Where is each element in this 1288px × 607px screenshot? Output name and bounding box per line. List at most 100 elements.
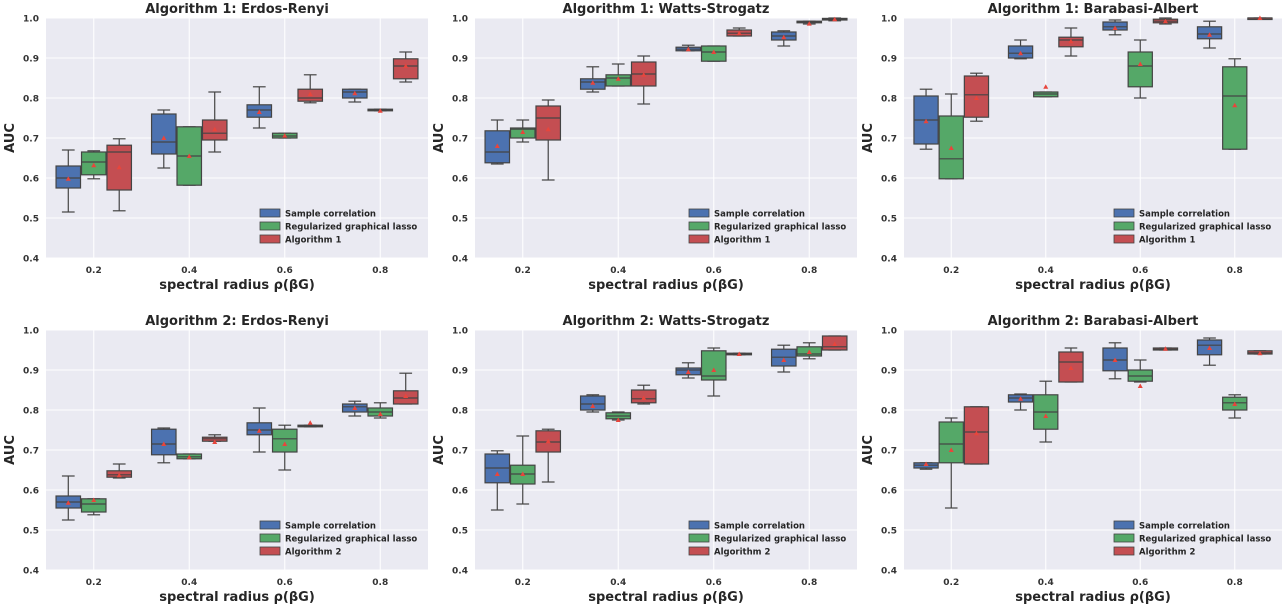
box-regularized-graphical-lasso-0.8 bbox=[1222, 58, 1248, 150]
y-tick-label: 0.5 bbox=[23, 527, 39, 537]
box-regularized-graphical-lasso-0.6 bbox=[700, 45, 727, 62]
y-tick-label: 0.4 bbox=[23, 255, 39, 265]
box-body bbox=[535, 105, 562, 141]
y-tick-label: 0.6 bbox=[881, 175, 897, 185]
legend-swatch bbox=[688, 520, 710, 530]
legend: Sample correlation Regularized graphical … bbox=[259, 208, 417, 246]
y-tick-label: 1.0 bbox=[452, 327, 468, 337]
mean-marker bbox=[256, 428, 262, 433]
subplot-5: 0.4 0.5 0.6 0.7 0.8 0.9 1.0 0.2 0.4 0.6 0.8 Algorit… bbox=[432, 314, 857, 605]
box-algorithm-1-0.8 bbox=[821, 16, 848, 22]
mean-marker bbox=[948, 447, 954, 452]
mean-marker bbox=[307, 91, 313, 96]
mean-marker bbox=[948, 145, 954, 150]
y-tick-label: 0.9 bbox=[452, 367, 468, 377]
box-regularized-graphical-lasso-0.4 bbox=[176, 126, 203, 186]
x-tick-label: 0.6 bbox=[706, 266, 722, 276]
box-regularized-graphical-lasso-0.4 bbox=[605, 63, 632, 87]
x-tick-label: 0.4 bbox=[181, 266, 197, 276]
x-tick-label: 0.6 bbox=[1132, 578, 1148, 588]
legend-swatch bbox=[1113, 546, 1135, 556]
box-body bbox=[938, 421, 964, 464]
legend-swatch bbox=[688, 208, 710, 218]
y-axis-label: AUC bbox=[432, 435, 447, 465]
box-body bbox=[1127, 51, 1153, 88]
legend: Sample correlation Regularized graphical … bbox=[688, 208, 846, 246]
mean-marker bbox=[403, 63, 409, 68]
box-regularized-graphical-lasso-0.4 bbox=[1033, 380, 1059, 443]
box-algorithm-2-0.6 bbox=[726, 351, 753, 356]
box-algorithm-1-0.8 bbox=[1247, 15, 1273, 21]
mean-marker bbox=[282, 441, 288, 446]
box-sample-correlation-0.8 bbox=[770, 344, 797, 373]
legend-label: Sample correlation bbox=[714, 210, 805, 220]
mean-marker bbox=[494, 471, 500, 476]
legend-swatch bbox=[688, 234, 710, 244]
y-tick-label: 0.9 bbox=[881, 55, 897, 65]
mean-marker bbox=[641, 72, 647, 77]
mean-marker bbox=[1257, 15, 1263, 20]
y-tick-label: 0.7 bbox=[23, 447, 39, 457]
box-algorithm-2-0.2 bbox=[535, 428, 562, 483]
box-regularized-graphical-lasso-0.8 bbox=[1222, 394, 1248, 419]
subplot-3: 0.4 0.5 0.6 0.7 0.8 0.9 1.0 0.2 0.4 0.6 0.8 Algorit… bbox=[861, 2, 1282, 293]
mean-marker bbox=[615, 417, 621, 422]
box-sample-correlation-0.6 bbox=[675, 44, 702, 52]
x-axis-label: spectral radius ρ(βG) bbox=[588, 590, 744, 605]
y-tick-label: 1.0 bbox=[452, 15, 468, 25]
y-tick-label: 0.8 bbox=[881, 407, 897, 417]
box-algorithm-1-0.4 bbox=[630, 55, 657, 105]
box-regularized-graphical-lasso-0.2 bbox=[938, 93, 964, 180]
y-tick-label: 0.5 bbox=[23, 215, 39, 225]
legend-label: Algorithm 2 bbox=[714, 548, 770, 558]
legend-label: Sample correlation bbox=[285, 210, 376, 220]
y-tick-label: 0.5 bbox=[881, 215, 897, 225]
mean-marker bbox=[403, 393, 409, 398]
box-sample-correlation-0.4 bbox=[1007, 39, 1034, 60]
mean-marker bbox=[377, 411, 383, 416]
box-regularized-graphical-lasso-0.8 bbox=[796, 20, 823, 26]
x-tick-label: 0.4 bbox=[181, 578, 197, 588]
subplot-title: Algorithm 2: Barabasi-Albert bbox=[988, 314, 1199, 329]
y-tick-label: 0.6 bbox=[881, 487, 897, 497]
x-tick-label: 0.8 bbox=[372, 578, 388, 588]
mean-marker bbox=[1232, 102, 1238, 108]
x-tick-label: 0.2 bbox=[515, 266, 531, 276]
y-tick-label: 0.7 bbox=[452, 447, 468, 457]
legend-label: Sample correlation bbox=[714, 522, 805, 532]
mean-marker bbox=[615, 76, 621, 81]
x-axis-label: spectral radius ρ(βG) bbox=[159, 278, 315, 293]
box-sample-correlation-0.4 bbox=[579, 394, 606, 413]
mean-marker bbox=[1112, 25, 1118, 30]
legend-swatch bbox=[688, 546, 710, 556]
box-sample-correlation-0.6 bbox=[1102, 19, 1128, 36]
mean-marker bbox=[91, 162, 97, 168]
y-tick-label: 1.0 bbox=[23, 15, 39, 25]
box-sample-correlation-0.6 bbox=[1102, 342, 1128, 380]
subplot-title: Algorithm 1: Barabasi-Albert bbox=[988, 2, 1199, 17]
legend-swatch bbox=[259, 546, 281, 556]
mean-marker bbox=[1162, 346, 1168, 351]
mean-marker bbox=[256, 109, 262, 114]
box-algorithm-1-0.8 bbox=[392, 51, 419, 83]
mean-marker bbox=[545, 126, 551, 132]
mean-marker bbox=[923, 118, 929, 124]
box-algorithm-2-0.6 bbox=[1152, 346, 1179, 351]
subplot-title: Algorithm 2: Erdos-Renyi bbox=[145, 314, 329, 329]
box-regularized-graphical-lasso-0.2 bbox=[938, 417, 964, 509]
legend-label: Regularized graphical lasso bbox=[285, 535, 417, 545]
x-tick-label: 0.8 bbox=[801, 266, 817, 276]
mean-marker bbox=[832, 16, 838, 22]
legend-label: Sample correlation bbox=[1139, 522, 1230, 532]
box-regularized-graphical-lasso-0.8 bbox=[367, 108, 394, 113]
x-tick-label: 0.6 bbox=[706, 578, 722, 588]
mean-marker bbox=[1207, 345, 1213, 350]
mean-marker bbox=[1232, 401, 1238, 406]
x-tick-label: 0.2 bbox=[943, 578, 959, 588]
legend: Sample correlation Regularized graphical … bbox=[688, 520, 846, 558]
box-regularized-graphical-lasso-0.8 bbox=[367, 402, 394, 419]
y-tick-label: 1.0 bbox=[881, 15, 897, 25]
y-tick-label: 0.9 bbox=[23, 367, 39, 377]
legend-swatch bbox=[1113, 221, 1135, 231]
